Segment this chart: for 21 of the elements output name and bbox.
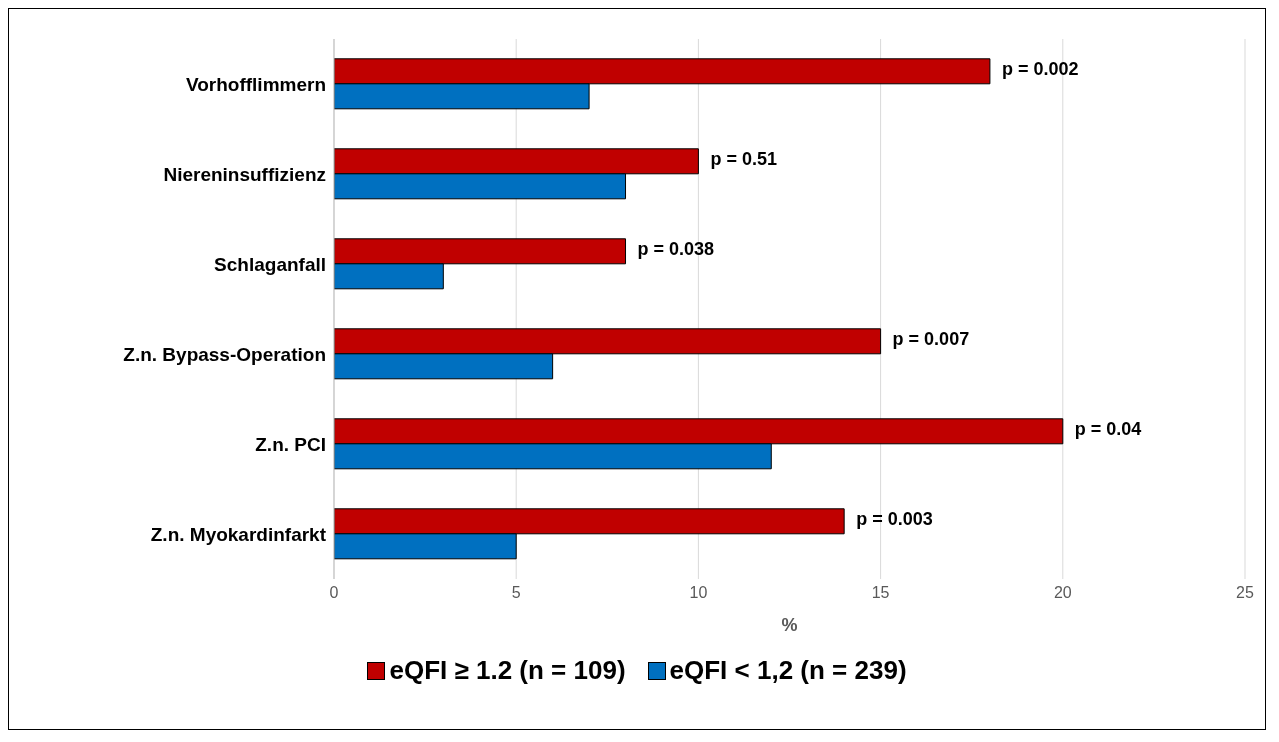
y-tick-label: Vorhofflimmern (185, 73, 326, 95)
x-tick-label: 5 (511, 584, 521, 602)
annotation: p = 0.51 (710, 149, 777, 169)
y-tick-label: Z.n. Bypass-Operation (123, 343, 326, 365)
y-tick-label: Niereninsuffizienz (163, 163, 326, 185)
x-tick-label: 25 (1236, 584, 1254, 602)
annotation: p = 0.04 (1074, 419, 1142, 439)
legend-label: eQFI < 1,2 (n = 239) (669, 655, 907, 686)
x-tick-label: 0 (329, 584, 339, 602)
legend-label: eQFI ≥ 1.2 (n = 109) (389, 655, 626, 686)
y-tick-label: Z.n. Myokardinfarkt (150, 523, 327, 545)
x-tick-label: 15 (871, 584, 890, 602)
annotation: p = 0.003 (856, 509, 933, 529)
y-tick-label: Schlaganfall (214, 253, 326, 275)
annotation: p = 0.002 (1001, 59, 1079, 79)
y-tick-label: Z.n. PCI (255, 433, 326, 455)
x-axis-title: % (781, 615, 798, 635)
annotation: p = 0.038 (637, 239, 715, 259)
x-tick-label: 20 (1053, 584, 1072, 602)
x-tick-label: 10 (689, 584, 708, 602)
annotation: p = 0.007 (892, 329, 970, 349)
